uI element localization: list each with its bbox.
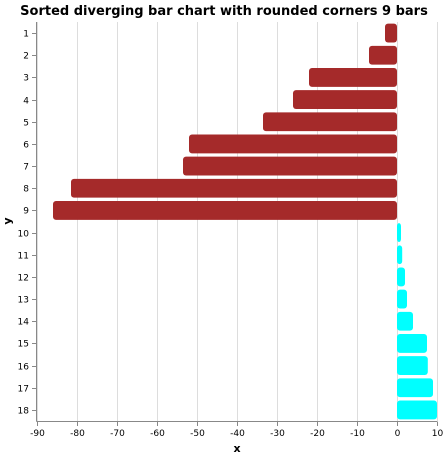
x-axis-label: x [233, 442, 240, 455]
grid [37, 22, 438, 421]
bar [397, 356, 428, 376]
bars [53, 23, 437, 420]
y-tick-label: 14 [18, 318, 30, 328]
y-tick-label: 13 [18, 296, 29, 306]
y-tick-label: 12 [18, 274, 29, 284]
bar [397, 245, 403, 265]
x-tick-label: -10 [350, 429, 365, 439]
x-tick-label: 10 [432, 429, 443, 439]
axes: -90 -80 -70 -60 -50 -40 -30 -20 -10 0 101234567891… [18, 22, 443, 439]
bar [309, 67, 397, 87]
bar [397, 223, 401, 243]
bar [189, 134, 397, 154]
bar [397, 378, 433, 398]
x-tick-label: -50 [190, 429, 205, 439]
x-tick-label: -80 [70, 429, 85, 439]
y-tick-label: 16 [18, 363, 30, 373]
bar [397, 289, 407, 309]
y-tick-label: 6 [23, 141, 29, 151]
y-tick-label: 9 [23, 207, 29, 217]
x-tick-label: -40 [230, 429, 245, 439]
x-tick-label: -70 [110, 429, 125, 439]
bar [397, 311, 413, 331]
y-tick-label: 18 [18, 407, 30, 417]
bar [397, 333, 427, 353]
bar [385, 23, 397, 43]
chart-title: Sorted diverging bar chart with rounded … [20, 4, 428, 19]
bar [397, 400, 437, 420]
y-tick-label: 1 [23, 30, 29, 40]
y-tick-label: 4 [23, 97, 29, 107]
y-tick-label: 10 [18, 230, 30, 240]
y-tick-label: 11 [18, 252, 29, 262]
y-tick-label: 2 [23, 52, 29, 62]
x-tick-label: 0 [395, 429, 401, 439]
y-axis-label: y [1, 217, 14, 224]
y-tick-label: 17 [18, 385, 29, 395]
bar [53, 200, 397, 220]
x-tick-label: -60 [150, 429, 165, 439]
y-tick-label: 15 [18, 340, 29, 350]
bar [397, 267, 405, 287]
x-tick-label: -90 [30, 429, 45, 439]
y-tick-label: 3 [23, 74, 29, 84]
y-tick-label: 7 [23, 163, 29, 173]
y-tick-label: 8 [23, 185, 29, 195]
x-tick-label: -30 [270, 429, 285, 439]
x-tick-label: -20 [310, 429, 325, 439]
bar [293, 90, 397, 110]
bar [263, 112, 397, 132]
y-tick-label: 5 [23, 119, 29, 129]
bar [183, 156, 397, 176]
bar [369, 45, 397, 65]
bar [71, 178, 397, 198]
